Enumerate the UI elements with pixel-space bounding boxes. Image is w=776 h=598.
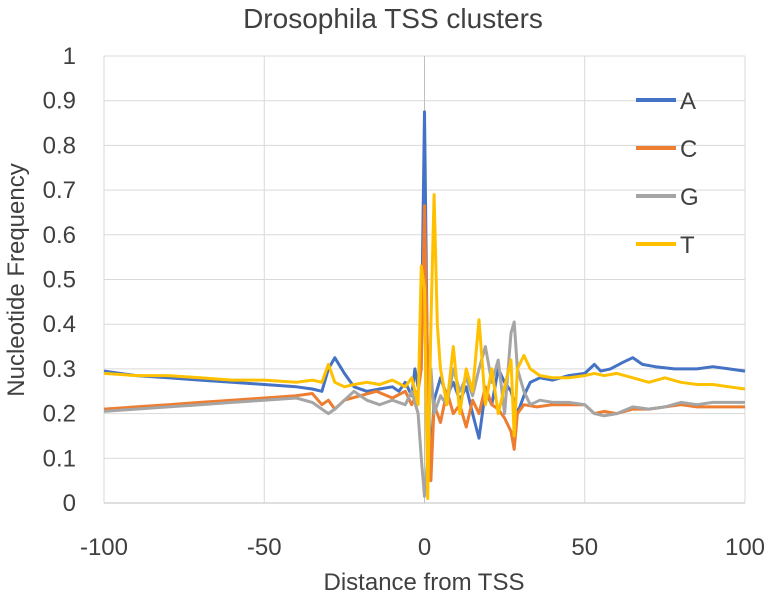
y-tick-label: 0.1 xyxy=(43,445,76,472)
series-line-G xyxy=(103,320,745,498)
x-axis-title: Distance from TSS xyxy=(324,569,525,596)
y-tick-label: 0.4 xyxy=(43,311,76,338)
series-line-T xyxy=(103,193,746,500)
series-lines xyxy=(103,110,746,500)
legend-label-G: G xyxy=(680,184,699,211)
y-tick-label: 0.5 xyxy=(43,267,76,294)
chart-title: Drosophila TSS clusters xyxy=(243,3,543,34)
y-tick-label: 0.7 xyxy=(43,177,76,204)
legend-label-A: A xyxy=(680,88,696,115)
x-tick-label: 100 xyxy=(725,534,765,561)
series-line-A xyxy=(103,110,746,460)
y-tick-label: 0.3 xyxy=(43,356,76,383)
y-tick-label: 0.9 xyxy=(43,88,76,115)
x-tick-label: 0 xyxy=(418,534,431,561)
y-tick-label: 0.6 xyxy=(43,222,76,249)
y-tick-label: 0 xyxy=(63,490,76,517)
y-tick-label: 0.8 xyxy=(43,132,76,159)
x-tick-label: 50 xyxy=(571,534,598,561)
legend-label-C: C xyxy=(680,136,697,163)
y-tick-label: 1 xyxy=(63,43,76,70)
x-tick-label: -50 xyxy=(247,534,282,561)
x-tick-label: -100 xyxy=(80,534,128,561)
y-tick-label: 0.2 xyxy=(43,401,76,428)
tick-labels: 0 0.1 0.2 0.3 0.4 0.5 0.6 0.7 0.8 0.9 1 -100 -50 0 50 1… xyxy=(43,43,765,561)
y-axis-title: Nucleotide Frequency xyxy=(3,163,30,396)
legend-label-T: T xyxy=(680,232,695,259)
